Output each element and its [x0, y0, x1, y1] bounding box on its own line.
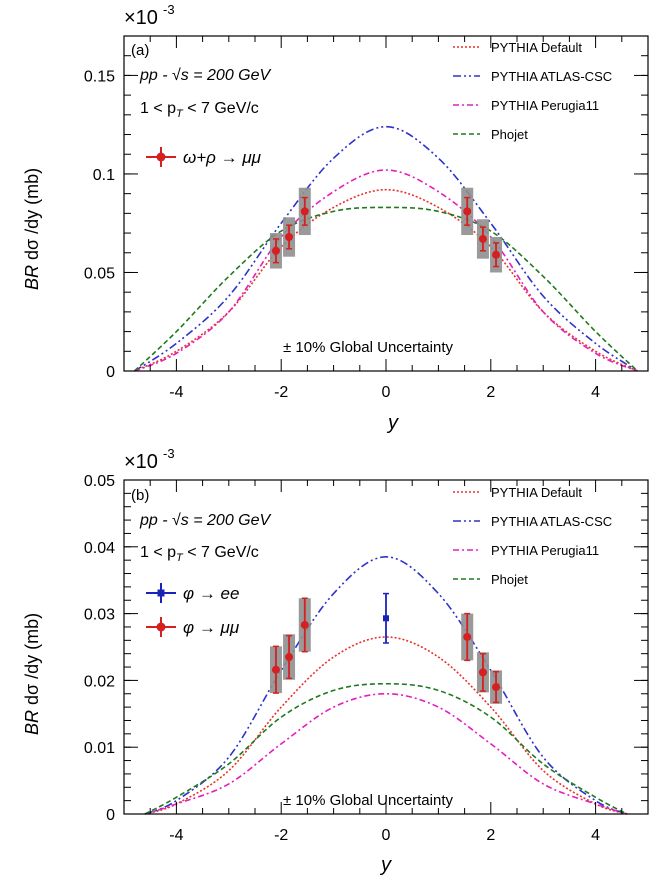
panel-a-curve-1 [134, 125, 638, 372]
panel-b-data-point [463, 632, 472, 641]
panel-a-ylabel: BR dσ /dy (mb) [22, 168, 42, 290]
panel-b-multiplier-exp: -3 [163, 446, 175, 461]
panel-a-pt-annotation: 1 < pT < 7 GeV/c [140, 100, 259, 120]
panel-a-legend-label-1: PYTHIA ATLAS-CSC [491, 69, 612, 84]
panel-b-data-legend-mumu-label: φ → μμ [183, 618, 240, 637]
panel-a-ylabel-br: BR [22, 265, 42, 290]
panel-b-curve-1 [144, 556, 628, 815]
panel-b-data-legend-mumu: φ → μμ [146, 617, 240, 637]
panel-b-pt-rest: < 7 GeV/c [183, 544, 259, 561]
panel-b-pt-annotation: 1 < pT < 7 GeV/c [140, 544, 259, 564]
panel-b-xtick-label: 4 [591, 827, 600, 844]
panel-b-multiplier: ×10 [124, 451, 158, 473]
panel-a-global-uncertainty: ± 10% Global Uncertainty [283, 339, 453, 356]
panel-b-ylabel: BR dσ /dy (mb) [22, 613, 42, 735]
panel-b-pt-sub: T [176, 552, 184, 564]
panel-b-ytick-label: 0 [106, 807, 115, 824]
panel-b-legend-label-2: PYTHIA Perugia11 [491, 543, 599, 558]
panel-b-ytick-label: 0.02 [84, 673, 115, 690]
panel-b-xtick-label: -2 [274, 827, 288, 844]
panel-a-legend-label-3: Phojet [491, 127, 528, 142]
panel-b-ytick-label: 0.03 [84, 607, 115, 624]
panel-b-ytick-label: 0.04 [84, 540, 115, 557]
panel-a-energy-annotation: pp - √s = 200 GeV [139, 67, 272, 84]
panel-a-ytick-label: 0.1 [93, 167, 115, 184]
panel-b-data-point [383, 615, 389, 622]
panel-a-data-points [269, 187, 503, 273]
panel-b-curve-3 [144, 682, 628, 815]
panel-b-legend-mumu-marker [156, 622, 166, 632]
panel-b-legend-label-3: Phojet [491, 572, 528, 587]
panel-a-multiplier: ×10 [124, 7, 158, 29]
panel-b-legend-label-1: PYTHIA ATLAS-CSC [491, 514, 612, 529]
panel-a-axes: -4 -2 0 2 4 0 0.05 0.1 0.15 [84, 35, 649, 401]
panel-b-xtick-label: 0 [382, 827, 391, 844]
panel-a-xtick-label: -4 [169, 384, 183, 401]
panel-a-curve-0 [134, 188, 638, 372]
panel-a-ytick-label: 0.05 [84, 265, 115, 282]
panel-a: ×10 -3 -4 -2 0 2 4 0 0.05 0.1 0.15 (a) pp - √s =… [22, 2, 649, 434]
panel-a-pt-sub: T [176, 108, 184, 120]
panel-b-ytick-label: 0.05 [84, 473, 115, 490]
panel-b-curve-2 [144, 692, 628, 815]
panel-b-model-legend: PYTHIA Default PYTHIA ATLAS-CSC PYTHIA Per… [453, 485, 612, 587]
panel-b-data-legend-ee: φ → ee [146, 583, 239, 603]
panel-b-legend-ee-marker [157, 589, 165, 597]
panel-b-ytick-label: 0.01 [84, 740, 115, 757]
panel-a-data-legend-label: ω+ρ → μμ [183, 148, 262, 167]
panel-b-label: (b) [131, 487, 149, 504]
panel-b-data-point [271, 665, 280, 674]
panel-b-xtick-label: 2 [486, 827, 495, 844]
panel-a-ytick-label: 0.15 [84, 68, 115, 85]
panel-a-multiplier-exp: -3 [163, 2, 175, 17]
panel-a-pt-pre: 1 < p [140, 100, 176, 117]
panel-b-pt-pre: 1 < p [140, 544, 176, 561]
panel-b-xtick-label: -4 [169, 827, 183, 844]
panel-a-legend-label-0: PYTHIA Default [491, 40, 582, 55]
panel-b-legend-label-0: PYTHIA Default [491, 485, 582, 500]
panel-a-ylabel-rest: dσ /dy (mb) [22, 168, 42, 265]
panel-a-label: (a) [131, 42, 149, 59]
panel-b-ylabel-rest: dσ /dy (mb) [22, 613, 42, 710]
panel-a-xlabel: y [386, 412, 399, 434]
panel-a-frame [123, 35, 649, 372]
panel-b-data-point [492, 683, 501, 692]
panel-b-data-point [478, 668, 487, 677]
panel-b-global-uncertainty: ± 10% Global Uncertainty [283, 792, 453, 809]
panel-a-pt-rest: < 7 GeV/c [183, 100, 259, 117]
panel-a-data-legend: ω+ρ → μμ [146, 147, 262, 167]
panel-a-data-point [300, 207, 309, 216]
panel-b-axes: -4 -2 0 2 4 0 0.01 0.02 0.03 0.04 0.05 [84, 473, 649, 844]
panel-b-data-point [300, 620, 309, 629]
panel-b-xlabel: y [379, 854, 392, 876]
panel-a-xtick-label: 4 [591, 384, 600, 401]
panel-a-xtick-label: 0 [382, 384, 391, 401]
panel-b-data-points [269, 592, 503, 704]
panel-b-data-legend-ee-label: φ → ee [183, 584, 239, 603]
panel-b-energy-annotation: pp - √s = 200 GeV [139, 512, 272, 529]
panel-a-model-legend: PYTHIA Default PYTHIA ATLAS-CSC PYTHIA Per… [453, 40, 612, 142]
panel-b: ×10 -3 -4 -2 0 2 400.010.020.030.040.05 (b) … [22, 446, 649, 876]
panel-b-ylabel-br: BR [22, 710, 42, 735]
panel-a-ytick-label: 0 [106, 364, 115, 381]
panel-a-curve-2 [134, 169, 638, 372]
panel-a-curve-3 [133, 206, 639, 372]
panel-b-data-point [285, 653, 294, 662]
panel-a-data-point [478, 234, 487, 243]
panel-b-curve-0 [144, 636, 628, 815]
panel-a-data-point [492, 250, 501, 259]
panel-b-frame [123, 479, 649, 815]
panel-a-grid-lines [133, 125, 639, 372]
panel-b-grid-lines [144, 556, 628, 815]
panel-a-data-point [463, 207, 472, 216]
panel-a-data-point [285, 233, 294, 241]
panel-a-xtick-label: 2 [486, 384, 495, 401]
panel-a-legend-label-2: PYTHIA Perugia11 [491, 98, 599, 113]
panel-a-legend-marker [156, 152, 166, 162]
panel-a-data-point [271, 246, 280, 255]
panel-a-xtick-label: -2 [274, 384, 288, 401]
